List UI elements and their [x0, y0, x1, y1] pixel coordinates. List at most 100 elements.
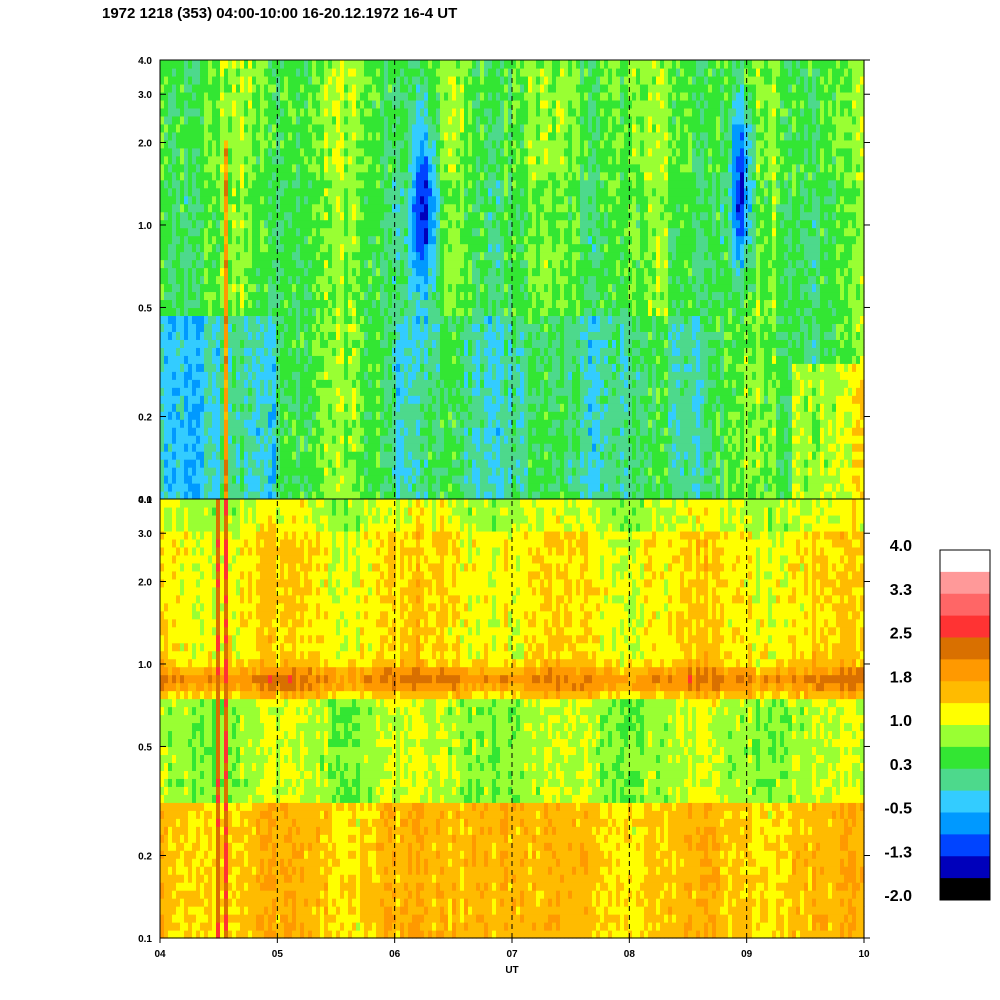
- heatmap-cell: [172, 435, 177, 444]
- heatmap-cell: [280, 108, 285, 117]
- heatmap-cell: [220, 427, 225, 436]
- heatmap-cell: [172, 355, 177, 364]
- heatmap-cell: [220, 276, 225, 285]
- heatmap-cell: [228, 244, 233, 253]
- heatmap-cell: [176, 132, 181, 141]
- heatmap-cell: [196, 124, 201, 133]
- heatmap-cell: [232, 347, 237, 356]
- heatmap-cell: [208, 395, 213, 404]
- heatmap-cell: [252, 252, 257, 261]
- heatmap-cell: [164, 116, 169, 125]
- heatmap-cell: [232, 228, 237, 237]
- heatmap-cell: [164, 172, 169, 181]
- heatmap-cell: [216, 132, 221, 141]
- heatmap-cell: [268, 411, 273, 420]
- heatmap-cell: [184, 68, 189, 77]
- heatmap-cell: [192, 291, 197, 300]
- heatmap-cell: [204, 132, 209, 141]
- heatmap-cell: [216, 172, 221, 181]
- heatmap-cell: [208, 299, 213, 308]
- heatmap-cell: [276, 228, 281, 237]
- heatmap-cell: [164, 339, 169, 348]
- heatmap-cell: [260, 467, 265, 476]
- heatmap-cell: [212, 483, 217, 492]
- heatmap-cell: [244, 339, 249, 348]
- heatmap-cell: [200, 180, 205, 189]
- heatmap-cell: [264, 403, 269, 412]
- heatmap-cell: [188, 140, 193, 149]
- heatmap-cell: [236, 411, 241, 420]
- heatmap-cell: [236, 132, 241, 141]
- heatmap-cell: [268, 435, 273, 444]
- heatmap-cell: [272, 212, 277, 221]
- heatmap-cell: [280, 347, 285, 356]
- heatmap-cell: [188, 276, 193, 285]
- heatmap-cell: [212, 387, 217, 396]
- heatmap-cell: [176, 315, 181, 324]
- heatmap-cell: [196, 315, 201, 324]
- heatmap-cell: [244, 204, 249, 213]
- heatmap-cell: [216, 459, 221, 468]
- heatmap-cell: [168, 108, 173, 117]
- heatmap-cell: [296, 228, 301, 237]
- heatmap-cell: [176, 419, 181, 428]
- heatmap-cell: [208, 276, 213, 285]
- heatmap-cell: [176, 84, 181, 93]
- heatmap-cell: [272, 164, 277, 173]
- heatmap-cell: [196, 236, 201, 245]
- heatmap-cell: [208, 419, 213, 428]
- heatmap-cell: [268, 236, 273, 245]
- heatmap-cell: [212, 299, 217, 308]
- heatmap-cell: [236, 148, 241, 157]
- heatmap-cell: [228, 307, 233, 316]
- heatmap-cell: [160, 140, 165, 149]
- heatmap-cell: [240, 228, 245, 237]
- heatmap-cell: [168, 172, 173, 181]
- heatmap-cell: [288, 307, 293, 316]
- heatmap-cell: [272, 180, 277, 189]
- heatmap-cell: [192, 100, 197, 109]
- heatmap-cell: [272, 435, 277, 444]
- heatmap-cell: [244, 307, 249, 316]
- heatmap-cell: [288, 140, 293, 149]
- heatmap-cell: [280, 419, 285, 428]
- heatmap-cell: [292, 204, 297, 213]
- heatmap-cell: [288, 419, 293, 428]
- heatmap-cell: [284, 220, 289, 229]
- heatmap-cell: [260, 156, 265, 165]
- heatmap-cell: [168, 467, 173, 476]
- heatmap-cell: [216, 467, 221, 476]
- heatmap-cell: [192, 132, 197, 141]
- heatmap-cell: [248, 220, 253, 229]
- heatmap-cell: [236, 395, 241, 404]
- heatmap-cell: [196, 60, 201, 69]
- heatmap-cell: [244, 443, 249, 452]
- heatmap-cell: [260, 419, 265, 428]
- heatmap-cell: [260, 339, 265, 348]
- heatmap-cell: [248, 132, 253, 141]
- heatmap-cell: [272, 379, 277, 388]
- heatmap-cell: [232, 148, 237, 157]
- heatmap-cell: [240, 84, 245, 93]
- heatmap-cell: [236, 76, 241, 85]
- heatmap-cell: [176, 483, 181, 492]
- heatmap-cell: [172, 156, 177, 165]
- heatmap-cell: [236, 268, 241, 277]
- heatmap-cell: [264, 180, 269, 189]
- heatmap-cell: [248, 172, 253, 181]
- heatmap-cell: [228, 92, 233, 101]
- heatmap-cell: [272, 100, 277, 109]
- heatmap-cell: [196, 164, 201, 173]
- heatmap-cell: [272, 244, 277, 253]
- heatmap-cell: [264, 339, 269, 348]
- heatmap-cell: [264, 100, 269, 109]
- heatmap-cell: [220, 124, 225, 133]
- heatmap-cell: [240, 244, 245, 253]
- heatmap-cell: [200, 435, 205, 444]
- heatmap-cell: [240, 76, 245, 85]
- heatmap-cell: [236, 443, 241, 452]
- heatmap-cell: [164, 459, 169, 468]
- heatmap-cell: [212, 260, 217, 269]
- heatmap-cell: [196, 387, 201, 396]
- heatmap-cell: [216, 315, 221, 324]
